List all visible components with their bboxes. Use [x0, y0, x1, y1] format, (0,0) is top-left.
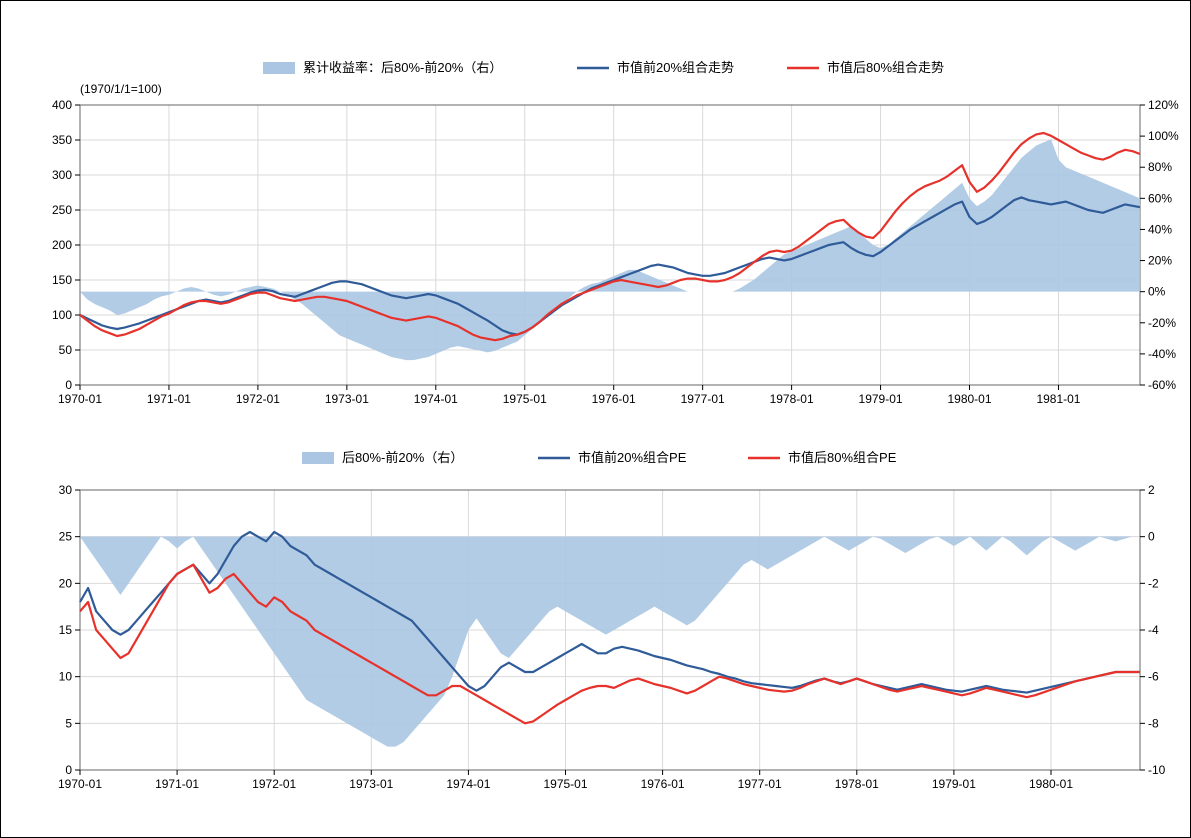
- legend-label: 累计收益率：后80%-前20%（右）: [303, 60, 502, 75]
- legend-label: 后80%-前20%（右）: [342, 450, 463, 465]
- y-right-tick: -40%: [1148, 347, 1176, 361]
- subtitle: (1970/1/1=100): [80, 82, 162, 96]
- x-tick: 1980-01: [1029, 777, 1073, 791]
- chart-canvas: 050100150200250300350400-60%-40%-20%0%20…: [0, 0, 1191, 838]
- y-right-tick: 0: [1148, 530, 1155, 544]
- y-left-tick: 15: [59, 623, 73, 637]
- y-left-tick: 400: [52, 98, 72, 112]
- legend-label: 市值后80%组合走势: [827, 60, 944, 75]
- y-right-tick: 0%: [1148, 285, 1166, 299]
- y-left-tick: 0: [65, 378, 72, 392]
- y-right-tick: 80%: [1148, 160, 1172, 174]
- x-tick: 1971-01: [147, 392, 191, 406]
- y-left-tick: 200: [52, 238, 72, 252]
- x-tick: 1981-01: [1036, 392, 1080, 406]
- x-tick: 1976-01: [592, 392, 636, 406]
- legend-label: 市值后80%组合PE: [788, 450, 897, 465]
- x-tick: 1980-01: [947, 392, 991, 406]
- y-left-tick: 150: [52, 273, 72, 287]
- x-tick: 1972-01: [252, 777, 296, 791]
- x-tick: 1976-01: [641, 777, 685, 791]
- y-right-tick: 60%: [1148, 191, 1172, 205]
- y-left-tick: 250: [52, 203, 72, 217]
- y-left-tick: 10: [59, 670, 73, 684]
- y-left-tick: 25: [59, 530, 73, 544]
- x-tick: 1974-01: [414, 392, 458, 406]
- x-tick: 1972-01: [236, 392, 280, 406]
- y-right-tick: -60%: [1148, 378, 1176, 392]
- x-tick: 1974-01: [446, 777, 490, 791]
- x-tick: 1977-01: [681, 392, 725, 406]
- x-tick: 1977-01: [738, 777, 782, 791]
- x-tick: 1975-01: [503, 392, 547, 406]
- y-right-tick: 100%: [1148, 129, 1179, 143]
- y-left-tick: 20: [59, 576, 73, 590]
- x-tick: 1975-01: [543, 777, 587, 791]
- y-right-tick: 120%: [1148, 98, 1179, 112]
- x-tick: 1973-01: [349, 777, 393, 791]
- y-right-tick: -2: [1148, 576, 1159, 590]
- y-left-tick: 0: [65, 763, 72, 777]
- legend-label: 市值前20%组合PE: [578, 450, 687, 465]
- y-right-tick: -8: [1148, 716, 1159, 730]
- x-tick: 1970-01: [58, 392, 102, 406]
- svg-root: 050100150200250300350400-60%-40%-20%0%20…: [0, 0, 1191, 838]
- legend-swatch: [302, 452, 334, 464]
- x-tick: 1971-01: [155, 777, 199, 791]
- x-tick: 1970-01: [58, 777, 102, 791]
- y-right-tick: 2: [1148, 483, 1155, 497]
- y-right-tick: -4: [1148, 623, 1159, 637]
- legend-swatch: [263, 62, 295, 74]
- x-tick: 1978-01: [770, 392, 814, 406]
- legend-label: 市值前20%组合走势: [617, 60, 734, 75]
- y-right-tick: -6: [1148, 670, 1159, 684]
- y-right-tick: 20%: [1148, 254, 1172, 268]
- y-left-tick: 50: [59, 343, 73, 357]
- x-tick: 1973-01: [325, 392, 369, 406]
- y-right-tick: -20%: [1148, 316, 1176, 330]
- y-right-tick: -10: [1148, 763, 1166, 777]
- x-tick: 1978-01: [835, 777, 879, 791]
- y-left-tick: 350: [52, 133, 72, 147]
- y-right-tick: 40%: [1148, 222, 1172, 236]
- x-tick: 1979-01: [932, 777, 976, 791]
- x-tick: 1979-01: [859, 392, 903, 406]
- y-left-tick: 5: [65, 716, 72, 730]
- y-left-tick: 100: [52, 308, 72, 322]
- y-left-tick: 30: [59, 483, 73, 497]
- y-left-tick: 300: [52, 168, 72, 182]
